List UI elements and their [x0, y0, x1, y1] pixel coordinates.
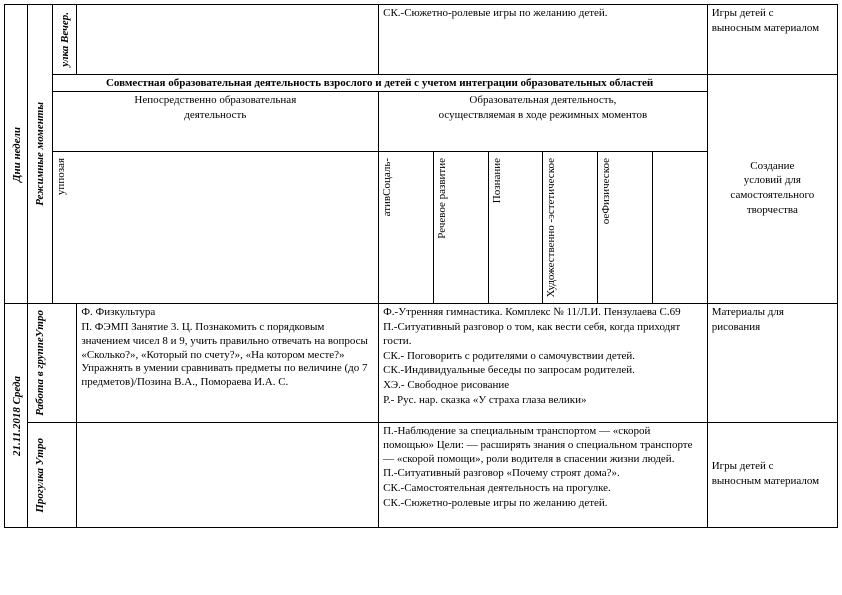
- section4-mid-p2: П.-Ситуативный разговор «Почему строят д…: [383, 467, 703, 481]
- section4-mid-p4: СК.-Сюжетно-ролевые игры по желанию дете…: [383, 497, 703, 511]
- section4-vert: Прогулка Утро: [32, 434, 48, 517]
- mini-col-3-cell: Познание: [488, 152, 543, 304]
- mini-col-5: оеФизическое: [599, 154, 613, 228]
- section4-right: Игры детей с выносным материалом: [707, 423, 837, 528]
- header-top: Совместная образовательная деятельность …: [106, 77, 653, 89]
- planning-table: Дни недели Режимные моменты улка Вечер. …: [4, 4, 838, 528]
- side-right-cell: Создание условий для самостоятельного тв…: [707, 75, 837, 304]
- mini-col-4-cell: Художественно -эстетическое: [543, 152, 598, 304]
- mini-col-2-cell: Речевое развитие: [433, 152, 488, 304]
- header-left-l2: деятельность: [57, 109, 375, 123]
- section4-left: [77, 423, 379, 528]
- mini-col-5-cell: оеФизическое: [598, 152, 653, 304]
- day-cell: 21.11.2018 Среда: [5, 304, 28, 528]
- section3-right-l1: Материалы для: [712, 306, 833, 320]
- row1-vert-label: улка Вечер.: [57, 8, 73, 71]
- mini-col-1-cell: ативСоцаль-: [379, 152, 434, 304]
- row1-col-empty: [77, 5, 379, 75]
- mini-col-1: ативСоцаль-: [380, 154, 394, 220]
- section3-mid-p5: ХЭ.- Свободное рисование: [383, 379, 703, 393]
- section4-mid-p1: П.-Наблюдение за специальным транспортом…: [383, 425, 703, 466]
- side-right-l2: условий для: [712, 174, 833, 188]
- section3-vert-cell: Работа в группеУтро: [27, 304, 77, 423]
- v-label-days: Дни недели: [9, 123, 25, 186]
- day-label: 21.11.2018 Среда: [9, 372, 25, 460]
- row1-right-l2: выносным материалом: [712, 22, 833, 36]
- section3-mid-p3: СК.- Поговорить с родителями о самочувст…: [383, 350, 703, 364]
- mini-col-3: Познание: [490, 154, 504, 207]
- mini-col-2: Речевое развитие: [435, 154, 449, 243]
- section3-left-p1: Ф. Физкультура: [81, 306, 374, 320]
- row1-middle-text: СК.-Сюжетно-ролевые игры по желанию дете…: [383, 7, 607, 19]
- row1-vert-cell: улка Вечер.: [52, 5, 77, 75]
- section3-mid-p4: СК.-Индивидуальные беседы по запросам ро…: [383, 364, 703, 378]
- mini-col-0-cell: уппозая: [52, 152, 379, 304]
- day-header-blank: Дни недели: [5, 5, 28, 304]
- section3-mid: Ф.-Утренняя гимнастика. Комплекс № 11/Л.…: [379, 304, 708, 423]
- side-right-l4: творчества: [712, 204, 833, 218]
- section3-mid-p6: Р.- Рус. нар. сказка «У страха глаза вел…: [383, 394, 703, 408]
- header-top-cell: Совместная образовательная деятельность …: [52, 75, 707, 92]
- section4-right-l1: Игры детей с: [712, 460, 833, 474]
- section3-left-p2: П. ФЭМП Занятие 3. Ц. Познакомить с поря…: [81, 321, 374, 390]
- section4-mid: П.-Наблюдение за специальным транспортом…: [379, 423, 708, 528]
- section3-mid-p2: П.-Ситуативный разговор о том, как вести…: [383, 321, 703, 349]
- header-right-l1: Образовательная деятельность,: [383, 94, 703, 108]
- section4-mid-p3: СК.-Самостоятельная деятельность на прог…: [383, 482, 703, 496]
- section3-vert: Работа в группеУтро: [32, 306, 48, 420]
- section3-right-l2: рисования: [712, 321, 833, 335]
- section3-right: Материалы для рисования: [707, 304, 837, 423]
- row1-right: Игры детей с выносным материалом: [707, 5, 837, 75]
- row1-middle: СК.-Сюжетно-ролевые игры по желанию дете…: [379, 5, 708, 75]
- header-right-cell: Образовательная деятельность, осуществля…: [379, 92, 708, 152]
- section4-right-l2: выносным материалом: [712, 475, 833, 489]
- section3-mid-p1: Ф.-Утренняя гимнастика. Комплекс № 11/Л.…: [383, 306, 703, 320]
- header-left-cell: Непосредственно образовательная деятельн…: [52, 92, 379, 152]
- section4-vert-cell: Прогулка Утро: [27, 423, 77, 528]
- side-right-l3: самостоятельного: [712, 189, 833, 203]
- header-left-l1: Непосредственно образовательная: [57, 94, 375, 108]
- v-label-mode: Режимные моменты: [32, 98, 48, 210]
- mode-header-blank: Режимные моменты: [27, 5, 52, 304]
- row1-right-l1: Игры детей с: [712, 7, 833, 21]
- section3-left: Ф. Физкультура П. ФЭМП Занятие 3. Ц. Поз…: [77, 304, 379, 423]
- mini-col-0: уппозая: [54, 154, 68, 199]
- side-right-l1: Создание: [712, 160, 833, 174]
- header-right-l2: осуществляемая в ходе режимных моментов: [383, 109, 703, 123]
- mini-col-4: Художественно -эстетическое: [544, 154, 558, 301]
